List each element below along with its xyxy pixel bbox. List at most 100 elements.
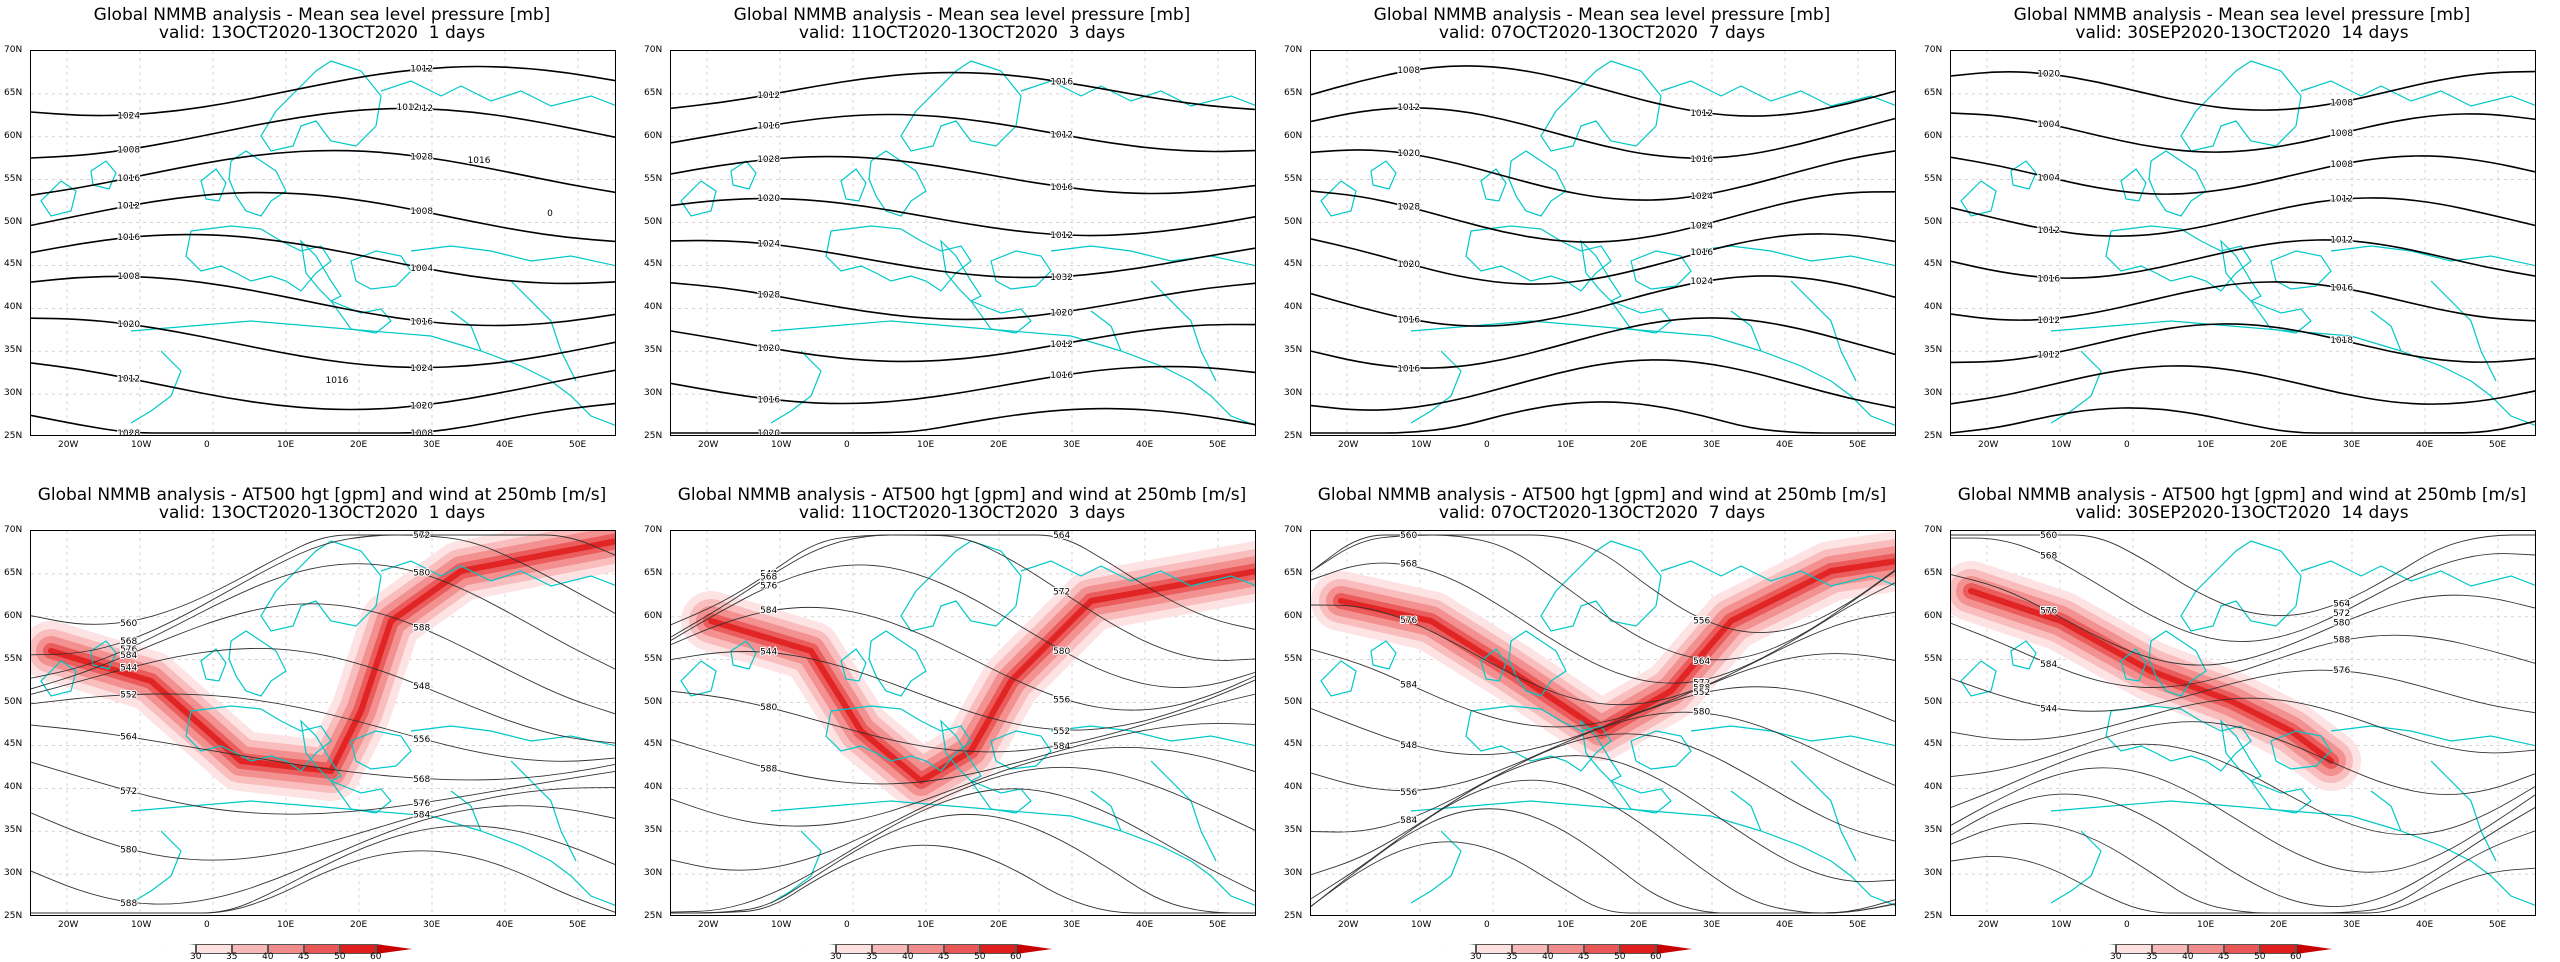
coastline	[1020, 80, 1255, 107]
lon-tick-label: 50E	[1849, 920, 1867, 930]
coastline	[130, 350, 182, 424]
contour-label: 1008	[117, 272, 140, 282]
isobar-contour	[1951, 281, 2535, 322]
lat-tick-label: 55N	[4, 173, 23, 184]
lon-tick-label: 40E	[2416, 920, 2434, 930]
height-contour	[671, 766, 1255, 871]
lat-tick-label: 35N	[4, 825, 23, 836]
contour-label: 584	[760, 606, 777, 616]
lat-tick-label: 60N	[644, 610, 663, 621]
coastline	[1090, 310, 1122, 352]
height-contour	[1951, 823, 2535, 914]
isobar-contour	[1951, 239, 2535, 279]
lat-tick-label: 60N	[1924, 610, 1943, 621]
lon-tick-label: 10E	[277, 440, 295, 450]
lat-tick-label: 25N	[1284, 911, 1303, 921]
lon-tick-label: 10W	[1411, 440, 1432, 450]
coastline	[1960, 660, 1997, 697]
isobar-contour	[671, 197, 1255, 237]
isobar-contour	[671, 407, 1255, 434]
isobar-contour	[31, 191, 615, 243]
coastline	[680, 180, 717, 217]
map-frame: 544 564 568 572 576 580 584 556 544 552 580 584 588	[670, 530, 1256, 916]
isobar-contour	[671, 323, 1255, 363]
height-contour	[31, 563, 615, 679]
map-canvas: 1008 1012 1012 1016 1020 1024 1028 1024 1020 1016…	[1311, 51, 1895, 435]
lat-tick-label: 30N	[1924, 868, 1943, 879]
colorbar-swatch	[1584, 944, 1620, 954]
colorbar-label: 45	[938, 952, 950, 962]
height-contour	[1311, 534, 1895, 661]
panel-title: Global NMMB analysis - AT500 hgt [gpm] a…	[642, 486, 1282, 522]
lon-tick-label: 10E	[917, 920, 935, 930]
isobar-contour	[31, 402, 615, 434]
map-frame: 560 564 568 572 576 580 584 588 544 576	[1950, 530, 2536, 916]
lon-tick-label: 20W	[1338, 920, 1359, 930]
contour-label: 1016	[410, 318, 433, 328]
height-contour	[1311, 604, 1895, 706]
height-contour	[1311, 755, 1895, 883]
height-contour	[671, 651, 1255, 731]
lon-tick-label: 40E	[496, 920, 514, 930]
contour-label: 556	[1693, 617, 1710, 627]
height-contour	[1311, 711, 1895, 792]
coastline	[1370, 640, 1397, 670]
lon-tick-label: 10W	[1411, 920, 1432, 930]
lon-tick-label: 0	[844, 440, 850, 450]
contour-label: 1016	[757, 395, 780, 405]
isobar-contour	[1951, 323, 2535, 364]
contour-label: 0	[547, 209, 553, 219]
isobar-contour	[671, 113, 1255, 153]
contour-label: 1012	[410, 104, 433, 114]
lon-tick-label: 0	[1484, 440, 1490, 450]
coastline	[2148, 630, 2207, 697]
height-contour	[1311, 733, 1895, 842]
lon-tick-label: 0	[2124, 920, 2130, 930]
coastline	[1690, 725, 1895, 747]
contour-label: 1016	[326, 376, 349, 386]
contour-label: 1012	[117, 374, 140, 384]
coastline	[1410, 800, 1895, 906]
contour-label: 576	[760, 582, 777, 592]
lat-tick-label: 25N	[1924, 911, 1943, 921]
colorbar-label: 50	[974, 952, 986, 962]
coastline	[2010, 160, 2037, 190]
contour-label: 584	[1400, 680, 1417, 690]
panel-title: Global NMMB analysis - Mean sea level pr…	[1282, 6, 1922, 42]
lat-tick-label: 60N	[1284, 610, 1303, 621]
contour-label: 1028	[757, 291, 780, 301]
colorbar-swatch	[1620, 944, 1656, 954]
lat-tick-label: 70N	[4, 525, 23, 535]
lat-tick-label: 65N	[1924, 567, 1943, 578]
coastline	[1410, 320, 1895, 426]
colorbar-swatch	[232, 944, 268, 954]
contour-label: 548	[1400, 741, 1417, 751]
lat-tick-label: 45N	[4, 739, 23, 750]
contour-label: 1024	[1690, 277, 1713, 287]
contour-label: 1020	[117, 320, 140, 330]
colorbar-label: 35	[226, 952, 238, 962]
coastline	[770, 830, 822, 904]
contour-label: 556	[1053, 695, 1070, 705]
coastline	[450, 790, 482, 832]
coastline	[940, 239, 982, 302]
contour-label: 1024	[410, 364, 433, 374]
contour-label: 588	[1693, 684, 1710, 694]
contour-label: 1012	[2037, 226, 2060, 236]
colorbar-label: 45	[298, 952, 310, 962]
colorbar-swatch	[2188, 944, 2224, 954]
contour-label: 1008	[117, 146, 140, 156]
lon-tick-label: 10E	[1557, 920, 1575, 930]
contour-label: 1020	[410, 402, 433, 412]
lat-tick-label: 30N	[1284, 388, 1303, 399]
contour-label: 580	[413, 568, 430, 578]
colorbar-label: 40	[2182, 952, 2194, 962]
lat-tick-label: 40N	[644, 782, 663, 793]
height-contour	[1311, 534, 1895, 634]
height-contour	[1311, 648, 1895, 728]
coastline	[2050, 350, 2102, 424]
height-contour	[1951, 743, 2535, 836]
height-contour	[1311, 686, 1895, 756]
height-contour	[1951, 697, 2535, 754]
